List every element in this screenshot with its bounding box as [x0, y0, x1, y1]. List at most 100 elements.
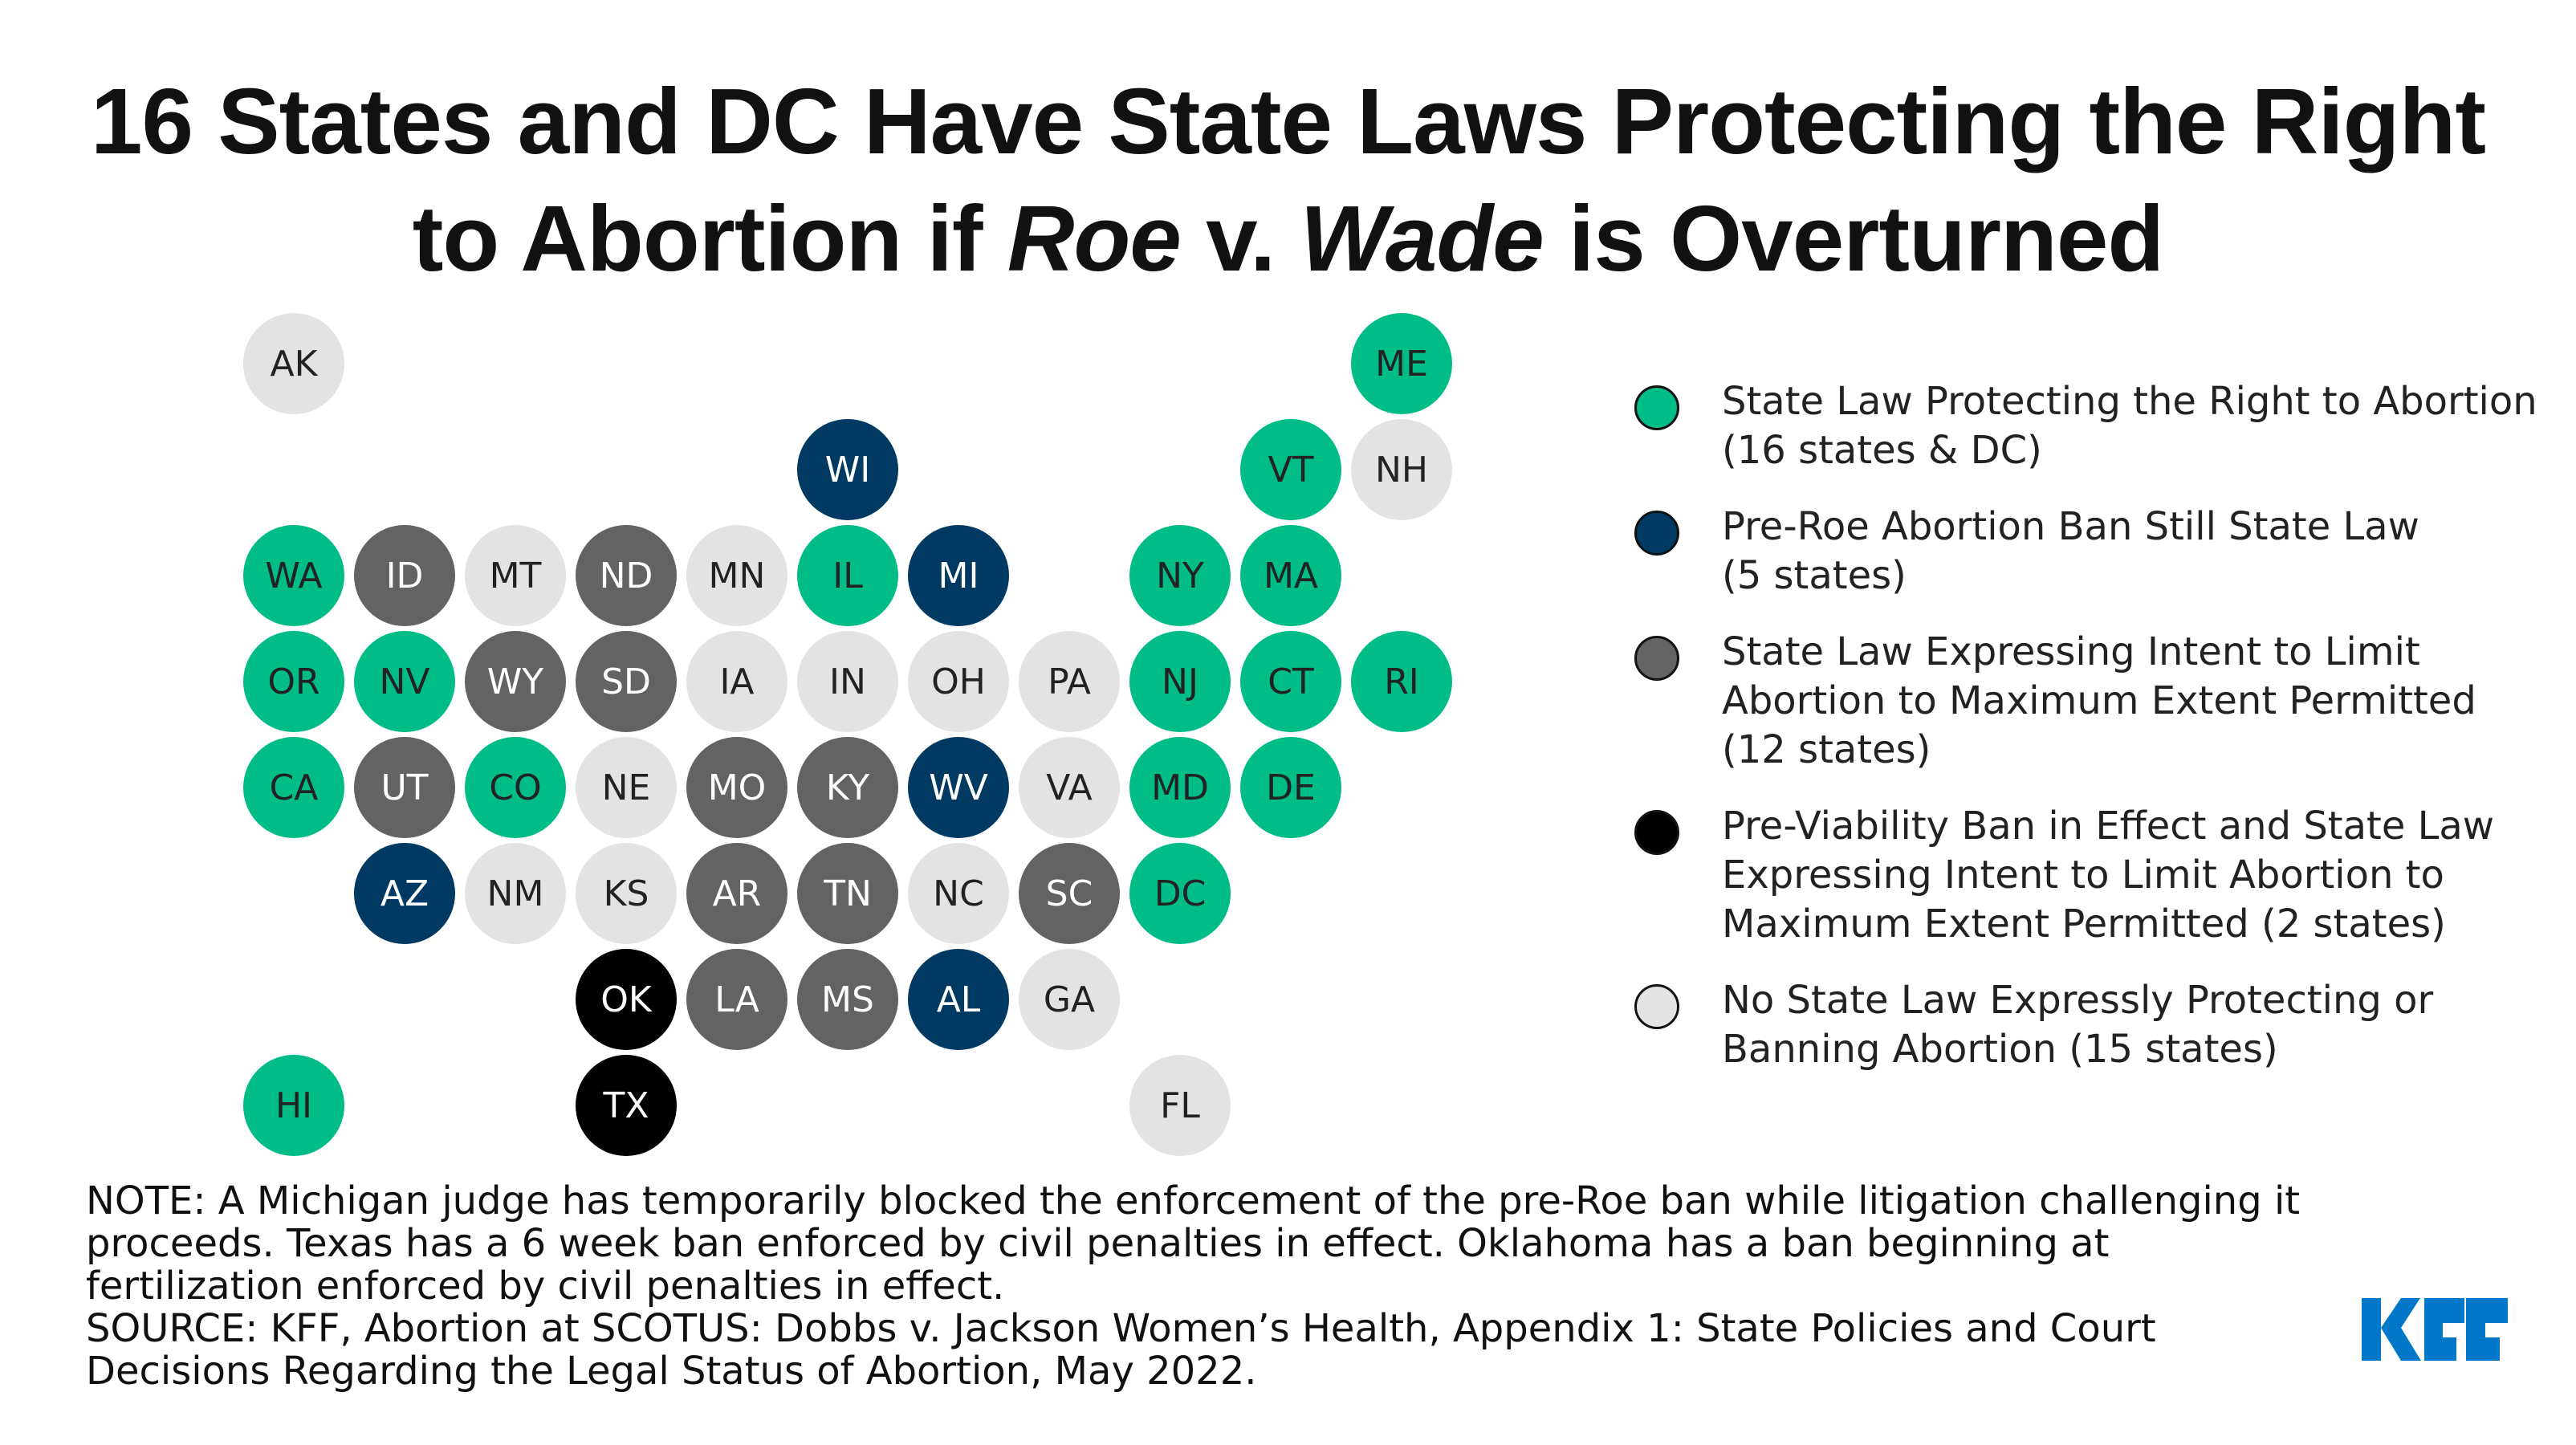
note-text: NOTE: A Michigan judge has temporarily b…: [86, 1178, 2301, 1309]
state-label: DC: [1154, 873, 1207, 914]
state-label: MA: [1263, 555, 1319, 596]
legend: State Law Protecting the Right to Aborti…: [1630, 377, 2561, 1101]
state-label: SC: [1045, 873, 1093, 914]
notes: NOTE: A Michigan judge has temporarily b…: [86, 1180, 2318, 1393]
state-label: IA: [719, 661, 755, 702]
state-label: AR: [712, 873, 762, 914]
state-nv: NV: [354, 631, 455, 732]
state-label: AZ: [380, 873, 429, 914]
state-nh: NH: [1351, 419, 1452, 520]
state-sc: SC: [1019, 843, 1120, 944]
legend-count: (2 states): [2261, 902, 2446, 946]
legend-count: (16 states & DC): [1722, 428, 2042, 473]
state-la: LA: [686, 949, 787, 1050]
state-label: NM: [486, 873, 544, 914]
state-label: TX: [603, 1085, 649, 1126]
state-il: IL: [797, 525, 898, 626]
legend-count: (5 states): [1722, 553, 1907, 598]
state-mo: MO: [686, 737, 787, 838]
kff-logo: [2362, 1298, 2508, 1361]
state-label: HI: [275, 1085, 313, 1126]
legend-swatch: [1634, 636, 1679, 681]
state-or: OR: [243, 631, 344, 732]
title-text-roe: Roe: [1007, 186, 1182, 291]
state-wi: WI: [797, 419, 898, 520]
legend-label: State Law Expressing Intent to Limit Abo…: [1722, 629, 2476, 723]
state-de: DE: [1240, 737, 1341, 838]
state-label: FL: [1160, 1085, 1200, 1126]
state-label: RI: [1384, 661, 1419, 702]
state-hi: HI: [243, 1055, 344, 1156]
state-ga: GA: [1019, 949, 1120, 1050]
legend-item-none: No State Law Expressly Protecting or Ban…: [1630, 976, 2561, 1074]
state-mn: MN: [686, 525, 787, 626]
state-tile-map: AK ME WI VT NH WA ID MT ND MN IL MI NY MA OR NV WY SD IA IN…: [0, 0, 1525, 1164]
state-label: OH: [931, 661, 986, 702]
legend-label: No State Law Expressly Protecting or Ban…: [1722, 978, 2434, 1072]
state-pa: PA: [1019, 631, 1120, 732]
state-label: CO: [489, 767, 542, 808]
title-text: v.: [1180, 186, 1300, 291]
legend-swatch: [1634, 511, 1679, 556]
state-id: ID: [354, 525, 455, 626]
state-wv: WV: [908, 737, 1009, 838]
legend-label: Pre-Roe Abortion Ban Still State Law: [1722, 504, 2419, 549]
state-label: MD: [1151, 767, 1209, 808]
state-ca: CA: [243, 737, 344, 838]
state-label: NV: [379, 661, 430, 702]
state-label: ID: [385, 555, 424, 596]
state-ky: KY: [797, 737, 898, 838]
state-ak: AK: [243, 313, 344, 414]
state-label: WI: [824, 449, 871, 490]
state-label: MT: [489, 555, 542, 596]
state-az: AZ: [354, 843, 455, 944]
legend-item-protect: State Law Protecting the Right to Aborti…: [1630, 377, 2561, 475]
legend-label: Pre-Viability Ban in Effect and State La…: [1722, 804, 2495, 946]
state-label: PA: [1048, 661, 1091, 702]
state-ms: MS: [797, 949, 898, 1050]
state-label: ND: [599, 555, 653, 596]
state-label: MN: [708, 555, 766, 596]
state-label: AL: [936, 979, 981, 1020]
title-text: to Abortion if: [412, 186, 1007, 291]
state-ia: IA: [686, 631, 787, 732]
state-label: IL: [832, 555, 863, 596]
state-label: KS: [603, 873, 649, 914]
state-ut: UT: [354, 737, 455, 838]
state-mi: MI: [908, 525, 1009, 626]
state-dc: DC: [1129, 843, 1231, 944]
state-mt: MT: [465, 525, 566, 626]
state-label: VT: [1268, 449, 1314, 490]
state-label: NY: [1156, 555, 1204, 596]
state-nd: ND: [576, 525, 677, 626]
state-label: AK: [270, 343, 318, 385]
legend-item-intent: State Law Expressing Intent to Limit Abo…: [1630, 628, 2561, 775]
state-ri: RI: [1351, 631, 1452, 732]
state-fl: FL: [1129, 1055, 1231, 1156]
state-nc: NC: [908, 843, 1009, 944]
state-label: NE: [601, 767, 651, 808]
state-label: OK: [600, 979, 652, 1020]
source-text: SOURCE: KFF, Abortion at SCOTUS: Dobbs v…: [86, 1306, 2156, 1394]
state-ma: MA: [1240, 525, 1341, 626]
state-label: WA: [265, 555, 323, 596]
state-ok: OK: [576, 949, 677, 1050]
state-label: MO: [707, 767, 767, 808]
state-in: IN: [797, 631, 898, 732]
title-line-1: 16 States and DC Have State Laws Protect…: [90, 69, 2486, 173]
state-label: IN: [829, 661, 866, 702]
state-label: KY: [825, 767, 870, 808]
state-wy: WY: [465, 631, 566, 732]
state-sd: SD: [576, 631, 677, 732]
state-label: NH: [1375, 449, 1428, 490]
state-label: SD: [601, 661, 651, 702]
state-ar: AR: [686, 843, 787, 944]
state-nj: NJ: [1129, 631, 1231, 732]
legend-count: (12 states): [1722, 727, 1931, 772]
state-label: UT: [380, 767, 429, 808]
title-line-2: to Abortion if Roe v. Wade is Overturned: [0, 180, 2576, 297]
state-al: AL: [908, 949, 1009, 1050]
legend-item-pre-roe: Pre-Roe Abortion Ban Still State Law (5 …: [1630, 503, 2561, 600]
state-label: CT: [1268, 661, 1314, 702]
legend-swatch: [1634, 385, 1679, 430]
